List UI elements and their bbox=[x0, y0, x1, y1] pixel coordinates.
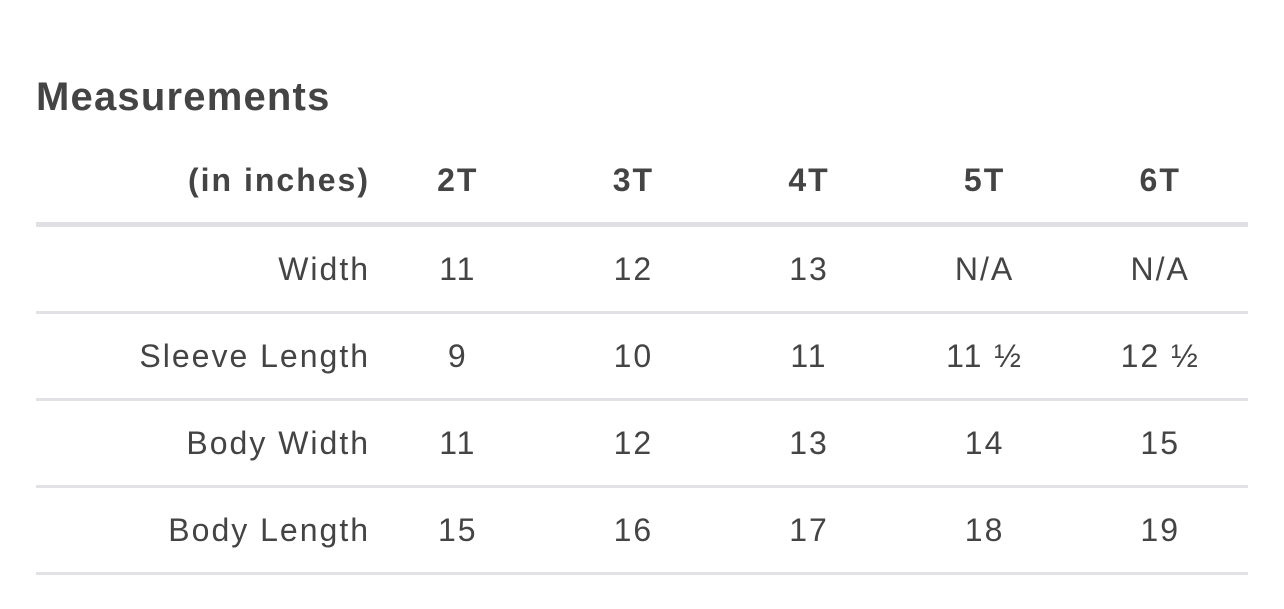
measurements-table: (in inches) 2T 3T 4T 5T 6T Width 11 12 13 N/… bbox=[36, 138, 1248, 575]
table-cell: 11 ½ bbox=[896, 312, 1073, 401]
row-label: Body Width bbox=[36, 399, 370, 488]
section-title: Measurements bbox=[36, 75, 331, 119]
row-label: Sleeve Length bbox=[36, 312, 370, 401]
table-cell: 11 bbox=[370, 399, 546, 488]
table-cell: 10 bbox=[545, 312, 722, 401]
table-cell: 13 bbox=[721, 399, 897, 488]
table-cell: 12 ½ bbox=[1072, 312, 1248, 401]
table-cell: 14 bbox=[896, 399, 1073, 488]
table-cell: 12 bbox=[545, 224, 722, 314]
table-row: Width 11 12 13 N/A N/A bbox=[36, 224, 1248, 314]
unit-header: (in inches) bbox=[36, 138, 370, 227]
table-cell: 19 bbox=[1072, 486, 1248, 575]
row-label: Body Length bbox=[36, 486, 370, 575]
table-cell: N/A bbox=[896, 224, 1073, 314]
header-row: (in inches) 2T 3T 4T 5T 6T bbox=[36, 138, 1248, 227]
table-cell: N/A bbox=[1072, 224, 1248, 314]
table-row: Body Length 15 16 17 18 19 bbox=[36, 486, 1248, 575]
table-cell: 12 bbox=[545, 399, 722, 488]
table-cell: 16 bbox=[545, 486, 722, 575]
table-cell: 15 bbox=[1072, 399, 1248, 488]
table-cell: 11 bbox=[721, 312, 897, 401]
table-cell: 11 bbox=[370, 224, 546, 314]
table-cell: 15 bbox=[370, 486, 546, 575]
table-cell: 9 bbox=[370, 312, 546, 401]
row-label: Width bbox=[36, 224, 370, 314]
size-header: 6T bbox=[1072, 138, 1248, 227]
table-row: Body Width 11 12 13 14 15 bbox=[36, 399, 1248, 488]
table-cell: 18 bbox=[896, 486, 1073, 575]
size-header: 4T bbox=[721, 138, 897, 227]
size-header: 2T bbox=[370, 138, 546, 227]
size-header: 3T bbox=[545, 138, 722, 227]
table-row: Sleeve Length 9 10 11 11 ½ 12 ½ bbox=[36, 312, 1248, 401]
table-cell: 17 bbox=[721, 486, 897, 575]
table-cell: 13 bbox=[721, 224, 897, 314]
size-header: 5T bbox=[896, 138, 1073, 227]
